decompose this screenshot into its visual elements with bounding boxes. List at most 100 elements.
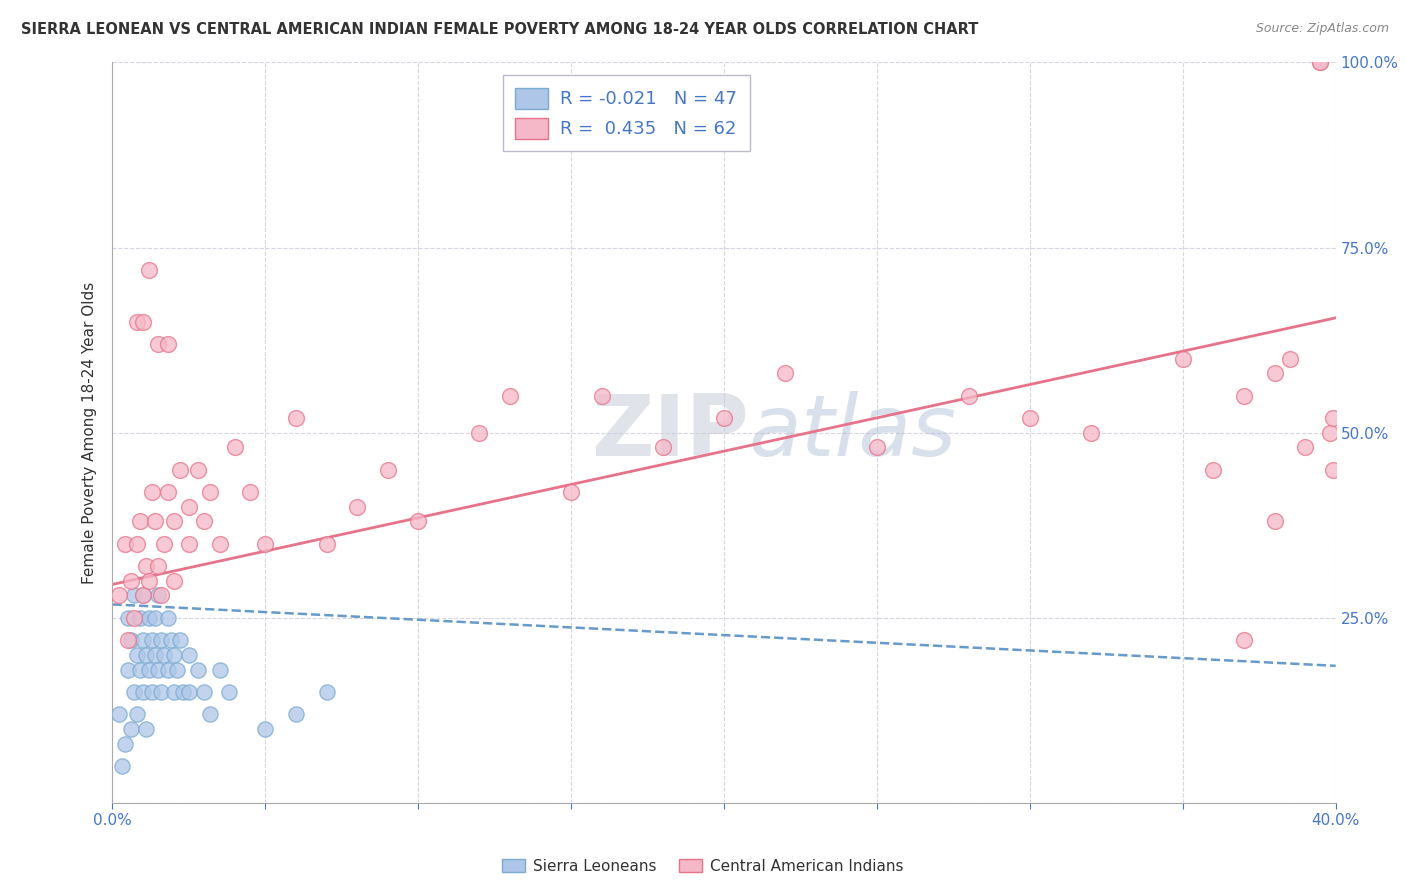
Point — [122, 589, 145, 603]
Point — [111, 758, 134, 772]
Point — [163, 685, 186, 699]
Point — [117, 610, 139, 624]
Point — [1294, 441, 1316, 455]
Point — [187, 462, 209, 476]
Point — [125, 314, 148, 328]
Point — [132, 314, 155, 328]
Point — [1264, 367, 1286, 381]
Point — [114, 536, 136, 550]
Point — [107, 706, 129, 721]
Point — [1233, 632, 1256, 647]
Text: atlas: atlas — [748, 391, 956, 475]
Point — [132, 589, 155, 603]
Point — [129, 610, 152, 624]
Text: ZIP: ZIP — [591, 391, 748, 475]
Point — [117, 632, 139, 647]
Point — [156, 484, 179, 499]
Point — [224, 441, 246, 455]
Point — [200, 706, 222, 721]
Text: Source: ZipAtlas.com: Source: ZipAtlas.com — [1256, 22, 1389, 36]
Point — [166, 663, 188, 677]
Point — [1322, 410, 1344, 425]
Point — [114, 737, 136, 751]
Point — [315, 685, 337, 699]
Point — [150, 589, 173, 603]
Point — [408, 515, 430, 529]
Point — [775, 367, 797, 381]
Point — [254, 722, 277, 736]
Point — [560, 484, 582, 499]
Point — [153, 648, 176, 662]
Point — [499, 388, 522, 402]
Point — [120, 574, 142, 588]
Point — [208, 663, 231, 677]
Point — [138, 610, 160, 624]
Point — [132, 589, 155, 603]
Point — [1171, 351, 1194, 366]
Point — [193, 685, 215, 699]
Point — [957, 388, 980, 402]
Point — [132, 632, 155, 647]
Point — [866, 441, 889, 455]
Point — [1278, 351, 1301, 366]
Point — [148, 663, 170, 677]
Point — [141, 632, 163, 647]
Point — [652, 441, 675, 455]
Point — [1202, 462, 1225, 476]
Point — [163, 648, 186, 662]
Point — [143, 515, 166, 529]
Point — [239, 484, 262, 499]
Point — [1018, 410, 1040, 425]
Point — [125, 706, 148, 721]
Point — [1080, 425, 1102, 440]
Point — [177, 536, 200, 550]
Point — [169, 462, 191, 476]
Point — [141, 685, 163, 699]
Point — [156, 663, 179, 677]
Point — [254, 536, 277, 550]
Point — [591, 388, 613, 402]
Point — [1264, 515, 1286, 529]
Legend: R = -0.021   N = 47, R =  0.435   N = 62: R = -0.021 N = 47, R = 0.435 N = 62 — [502, 75, 749, 151]
Point — [148, 558, 170, 573]
Point — [117, 663, 139, 677]
Point — [135, 648, 157, 662]
Point — [177, 685, 200, 699]
Point — [107, 589, 129, 603]
Point — [156, 610, 179, 624]
Point — [129, 515, 152, 529]
Point — [315, 536, 337, 550]
Point — [135, 722, 157, 736]
Point — [156, 336, 179, 351]
Point — [159, 632, 181, 647]
Point — [143, 610, 166, 624]
Point — [1233, 388, 1256, 402]
Point — [120, 632, 142, 647]
Point — [163, 515, 186, 529]
Point — [1322, 462, 1344, 476]
Point — [125, 536, 148, 550]
Y-axis label: Female Poverty Among 18-24 Year Olds: Female Poverty Among 18-24 Year Olds — [82, 282, 97, 583]
Legend: Sierra Leoneans, Central American Indians: Sierra Leoneans, Central American Indian… — [496, 853, 910, 880]
Point — [218, 685, 240, 699]
Point — [141, 484, 163, 499]
Point — [1309, 55, 1331, 70]
Point — [172, 685, 194, 699]
Point — [200, 484, 222, 499]
Point — [193, 515, 215, 529]
Point — [138, 663, 160, 677]
Point — [153, 536, 176, 550]
Point — [138, 574, 160, 588]
Point — [1319, 425, 1341, 440]
Point — [122, 610, 145, 624]
Point — [138, 262, 160, 277]
Point — [163, 574, 186, 588]
Point — [120, 722, 142, 736]
Point — [132, 685, 155, 699]
Point — [1309, 55, 1331, 70]
Point — [284, 410, 308, 425]
Point — [148, 589, 170, 603]
Point — [177, 500, 200, 514]
Point — [122, 685, 145, 699]
Point — [135, 558, 157, 573]
